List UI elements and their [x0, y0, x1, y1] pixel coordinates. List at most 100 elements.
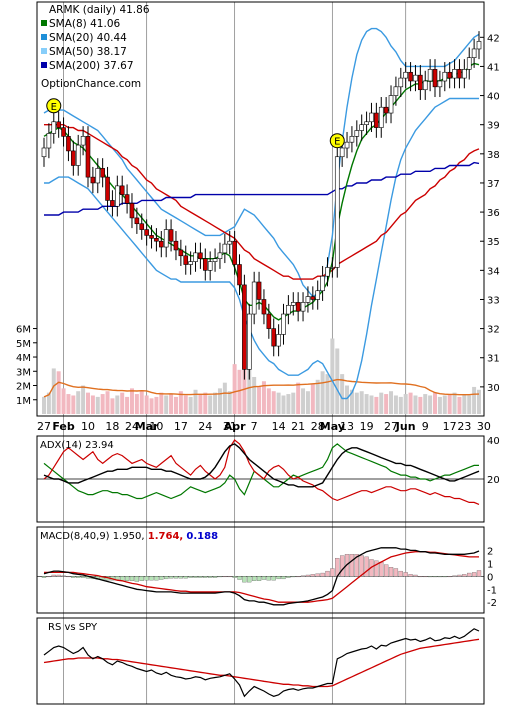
- candle-body: [46, 133, 52, 149]
- volume-bar: [418, 396, 423, 414]
- candle-body: [129, 203, 135, 219]
- price-tick-label: 39: [487, 121, 500, 132]
- adx-tick-label: 20: [487, 475, 500, 486]
- macd-histogram-bar: [300, 575, 306, 577]
- price-tick-label: 35: [487, 237, 500, 248]
- macd-histogram-bar: [129, 576, 135, 581]
- macd-histogram-bar: [383, 564, 389, 577]
- candle-body: [198, 252, 203, 259]
- volume-bar: [144, 395, 149, 414]
- adx-line: [43, 443, 480, 488]
- volume-bar: [345, 385, 350, 414]
- x-tick-label: May: [320, 420, 345, 433]
- volume-bar: [125, 396, 130, 414]
- volume-bar: [237, 369, 242, 414]
- volume-bar: [61, 388, 66, 414]
- candle-body: [85, 136, 91, 178]
- macd-histogram-bar: [462, 574, 467, 577]
- candle-body: [442, 71, 448, 82]
- macd-histogram-bar: [339, 555, 345, 577]
- volume-bar: [213, 392, 218, 414]
- price-tick-label: 30: [487, 383, 500, 394]
- macd-histogram-bar: [437, 576, 443, 578]
- volume-bar: [110, 398, 115, 414]
- candle-body: [115, 185, 120, 207]
- candle-body: [159, 240, 164, 248]
- symbol-label: ARMK (daily) 41.86: [49, 4, 150, 16]
- volume-bar: [384, 394, 389, 414]
- macd-histogram-bar: [467, 572, 472, 577]
- x-tick-label: 19: [360, 420, 374, 433]
- x-tick-label: 30: [477, 420, 491, 433]
- candle-body: [276, 334, 281, 347]
- candle-body: [427, 69, 433, 82]
- volume-bar: [120, 392, 125, 414]
- legend-swatch-sma8: [41, 20, 47, 26]
- candle-body: [300, 302, 306, 312]
- volume-bar: [66, 394, 71, 414]
- candle-body: [80, 136, 86, 146]
- volume-bar: [393, 395, 398, 414]
- candle-body: [315, 290, 321, 300]
- volume-bar: [340, 374, 345, 414]
- macd-histogram-bar: [291, 576, 296, 578]
- volume-bar: [42, 396, 46, 414]
- candle-body: [447, 71, 452, 79]
- candle-body: [286, 305, 291, 315]
- macd-histogram-bar: [476, 570, 482, 577]
- volume-bar: [95, 396, 100, 414]
- price-tick-label: 40: [487, 92, 500, 103]
- watermark: OptionChance.com: [41, 78, 141, 90]
- volume-bar: [413, 395, 418, 414]
- price-panel: [36, 1, 485, 417]
- macd-histogram-bar: [413, 574, 418, 577]
- rs-label: RS vs SPY: [48, 622, 98, 633]
- volume-bar: [291, 392, 296, 414]
- macd-histogram-bar: [379, 561, 384, 577]
- earnings-marker-label: E: [334, 137, 340, 148]
- macd-tick-label: -2: [487, 598, 497, 609]
- legend-sma8: SMA(8) 41.06: [49, 18, 120, 30]
- volume-bar: [149, 398, 154, 414]
- candle-body: [359, 124, 364, 131]
- bollinger-lower-line: [44, 97, 479, 400]
- macd-histogram-bar: [330, 568, 335, 577]
- candle-body: [432, 69, 438, 88]
- macd-histogram-bar: [432, 576, 438, 578]
- volume-bar: [389, 391, 394, 414]
- candle-body: [422, 80, 428, 91]
- legend-swatch-sma50: [41, 48, 47, 54]
- volume-bar: [198, 394, 203, 414]
- volume-bar: [320, 371, 325, 414]
- x-tick-label: Feb: [52, 420, 75, 433]
- volume-bar: [208, 395, 213, 414]
- volume-tick-label: 6M: [16, 325, 31, 336]
- macd-histogram-bar: [452, 575, 457, 577]
- macd-histogram-bar: [398, 570, 403, 577]
- volume-bar: [247, 368, 252, 414]
- candle-body: [281, 313, 286, 335]
- macd-histogram-bar: [46, 576, 52, 578]
- candle-body: [388, 95, 394, 114]
- earnings-marker-label: E: [51, 102, 57, 113]
- price-tick-label: 33: [487, 295, 500, 306]
- volume-bar: [227, 391, 232, 414]
- sma50-line: [44, 123, 480, 280]
- volume-bar: [76, 391, 81, 414]
- x-tick-label: 14: [272, 420, 286, 433]
- volume-bar: [462, 394, 467, 414]
- candle-body: [251, 281, 257, 315]
- volume-bar: [457, 396, 462, 414]
- volume-bar: [134, 394, 139, 414]
- macd-histogram-bar: [266, 576, 271, 581]
- volume-bar: [159, 392, 164, 414]
- macd-histogram-bar: [325, 570, 330, 577]
- volume-bar: [188, 396, 193, 414]
- candle-body: [418, 74, 423, 91]
- candle-body: [305, 296, 311, 303]
- macd-histogram-bar: [261, 576, 267, 580]
- volume-bar: [193, 389, 198, 414]
- volume-bar: [452, 392, 457, 414]
- candle-body: [374, 112, 379, 128]
